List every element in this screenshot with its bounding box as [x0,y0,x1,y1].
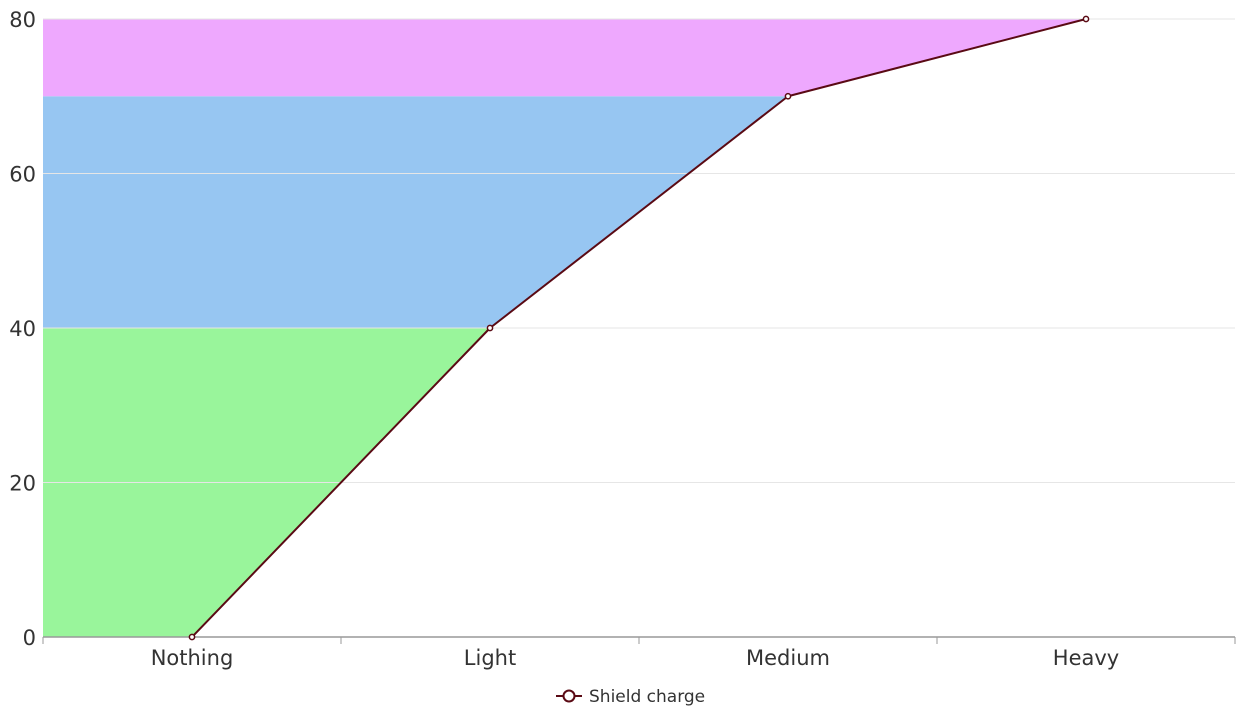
y-tick-label-0: 0 [23,626,36,650]
x-tick-label-medium: Medium [746,646,830,670]
grid-layer [43,18,1235,483]
y-tick-label-40: 40 [9,317,36,341]
series-layer [188,15,1090,641]
legend-label-shield-charge: Shield charge [589,687,705,707]
data-point-nothing[interactable] [188,633,196,641]
x-tick-label-light: Light [464,646,516,670]
legend-point-marker [562,689,576,703]
y-tick-label-60: 60 [9,163,36,187]
y-tick-label-80: 80 [9,8,36,32]
y-tick-label-20: 20 [9,472,36,496]
data-point-heavy[interactable] [1082,15,1090,23]
x-tick-label-nothing: Nothing [151,646,234,670]
series-line-shield-charge [191,18,1087,638]
x-tick-label-heavy: Heavy [1053,646,1119,670]
band-2 [43,19,1086,97]
data-point-medium[interactable] [784,92,792,100]
data-point-light[interactable] [486,324,494,332]
axis-layer: Nothing Light Medium Heavy 0 20 40 60 80 [9,8,1236,670]
legend[interactable]: Shield charge [556,687,705,707]
band-1 [43,96,788,328]
